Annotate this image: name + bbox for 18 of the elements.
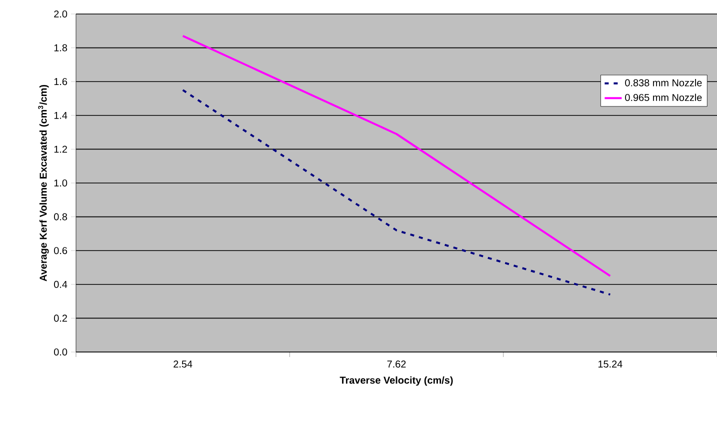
y-tick-label: 1.0: [54, 179, 68, 187]
y-tick-label: 0.6: [54, 247, 68, 254]
y-tick-label: 1.6: [54, 78, 68, 86]
y-tick-label: 0.0: [54, 348, 68, 356]
y-axis-title: Average Kerf Volume Excavated (cm$^{3}$/cm): [38, 84, 49, 282]
legend-label: 0.838 mm Nozzle: [625, 79, 702, 86]
x-tick-label: 2.54: [174, 360, 192, 368]
y-tick-label: 0.2: [54, 314, 67, 322]
y-tick-label: 1.2: [54, 146, 67, 153]
x-tick-label: 15.24: [598, 360, 622, 368]
y-tick-label: 1.8: [54, 44, 68, 52]
y-tick-label: 1.4: [54, 112, 68, 119]
legend-label: 0.965 mm Nozzle: [625, 94, 702, 102]
x-tick-label: 7.62: [387, 360, 406, 368]
y-tick-label: 2.0: [54, 10, 68, 18]
x-axis-title: Traverse Velocity (cm/s): [340, 376, 453, 386]
y-tick-label: 0.4: [54, 280, 68, 288]
y-tick-label: 0.8: [54, 213, 68, 220]
